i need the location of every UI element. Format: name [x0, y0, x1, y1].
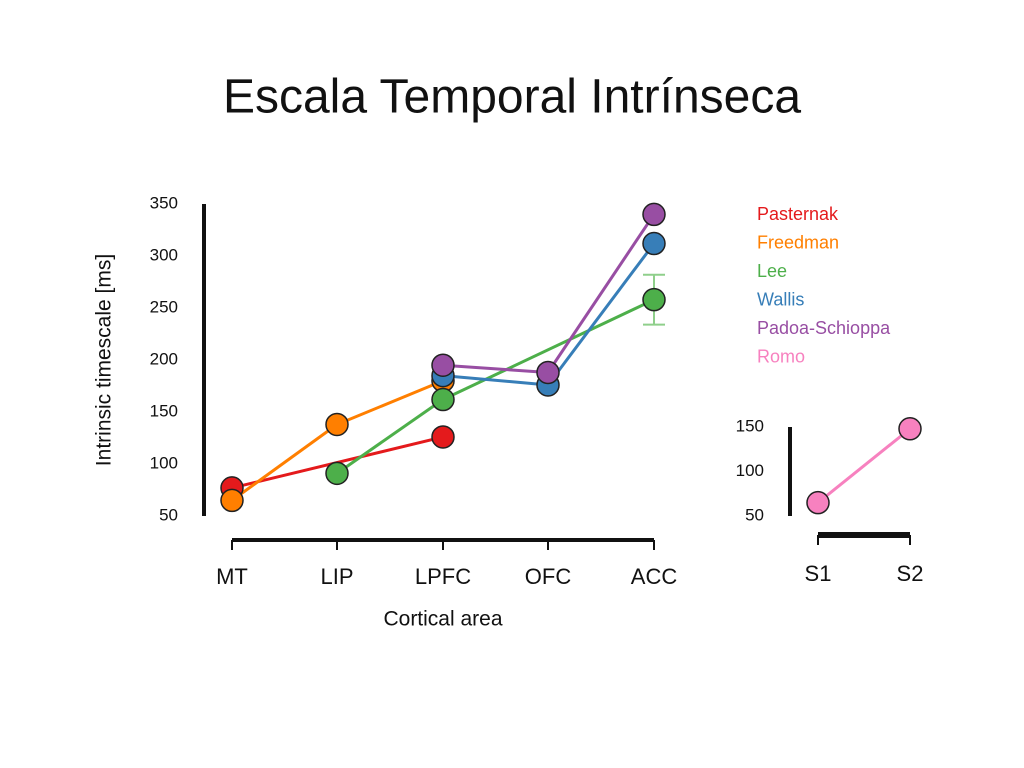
data-point [325, 461, 349, 486]
legend-entry: Wallis [757, 289, 804, 309]
legend-entry: Romo [757, 346, 805, 366]
data-point [806, 490, 830, 515]
legend-entry: Freedman [757, 232, 839, 252]
series-line [336, 398, 444, 475]
series-line [817, 427, 911, 504]
x-tick-label: ACC [631, 564, 678, 589]
data-point [431, 425, 455, 449]
y-tick-label: 200 [150, 349, 178, 368]
y-tick-label: 300 [150, 245, 178, 264]
y-tick-label: 100 [736, 461, 764, 480]
legend-entry: Padoa-Schioppa [757, 318, 891, 338]
data-point [431, 353, 455, 377]
data-point [220, 488, 244, 513]
series-line [546, 242, 656, 386]
data-point [536, 360, 560, 385]
data-point [898, 417, 922, 441]
series-line [442, 374, 549, 387]
series-line [442, 298, 655, 401]
series-line [442, 363, 549, 374]
data-point [642, 287, 666, 312]
x-axis-title: Cortical area [383, 608, 502, 631]
series-line [231, 423, 338, 502]
data-point [431, 387, 455, 412]
y-tick-label: 50 [745, 505, 764, 524]
data-point [642, 202, 666, 227]
series-line [546, 213, 656, 374]
y-tick-label: 250 [150, 297, 178, 316]
series-line [336, 379, 444, 426]
y-tick-label: 150 [150, 401, 178, 420]
x-tick-label: OFC [525, 564, 572, 589]
legend-entry: Lee [757, 261, 787, 281]
x-tick-label: MT [216, 564, 248, 589]
data-point [325, 412, 349, 437]
x-tick-label: LPFC [415, 564, 471, 589]
x-tick-label: LIP [320, 564, 353, 589]
y-tick-label: 100 [150, 453, 178, 472]
slide-title: Escala Temporal Intrínseca [223, 71, 801, 124]
y-axis-title: Intrinsic timescale [ms] [93, 254, 116, 466]
legend-entry: Pasternak [757, 204, 839, 224]
x-tick-label: S2 [897, 561, 924, 586]
y-tick-label: 350 [150, 193, 178, 212]
y-tick-label: 150 [736, 416, 764, 435]
data-point [642, 231, 666, 256]
y-tick-label: 50 [159, 505, 178, 524]
x-tick-label: S1 [805, 561, 832, 586]
